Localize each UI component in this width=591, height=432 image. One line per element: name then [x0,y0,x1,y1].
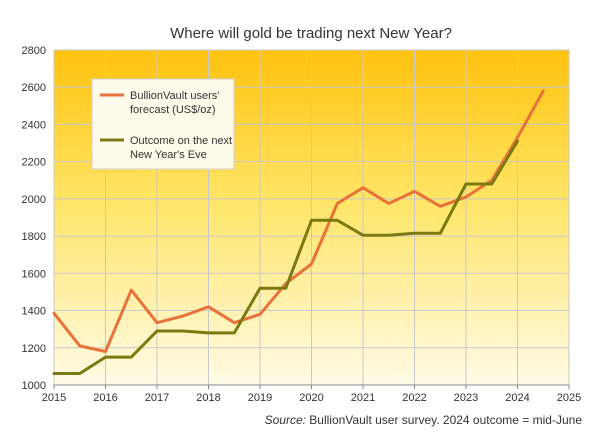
x-tick-label: 2015 [42,392,66,404]
source-text: BullionVault user survey. 2024 outcome =… [306,413,582,427]
y-axis-ticks: 1000 1200 1400 1600 1800 2000 2200 2400 2600 2800 [22,45,46,392]
y-tick-label: 2600 [22,82,46,94]
y-tick-label: 2200 [22,157,46,169]
x-tick-label: 2017 [145,392,169,404]
chart-title: Where will gold be trading next New Year… [170,25,452,42]
legend: BullionVault users' forecast (US$/oz) Ou… [91,78,235,170]
source-prefix: Source: [265,413,306,427]
series-lines [52,89,545,375]
legend-label-forecast-line2: forecast (US$/oz) [130,104,216,116]
x-tick-label: 2023 [454,392,478,404]
series-line-forecast [52,89,545,353]
x-axis-ticks: 2015 2016 2017 2018 2019 2020 2021 2022 2023 2024… [42,385,581,404]
x-tick-label: 2021 [351,392,375,404]
x-tick-label: 2024 [505,392,529,404]
x-tick-label: 2020 [299,392,323,404]
legend-label-outcome-line2: New Year's Eve [130,149,207,161]
x-tick-label: 2016 [93,392,117,404]
x-tick-label: 2025 [557,392,581,404]
y-tick-label: 2800 [22,45,46,57]
legend-label-forecast-line1: BullionVault users' [130,90,219,102]
y-tick-label: 1800 [22,231,46,243]
legend-label-outcome-line1: Outcome on the next [130,135,232,147]
y-tick-label: 1000 [22,380,46,392]
series-line-outcome [52,139,519,375]
y-tick-label: 2000 [22,194,46,206]
x-tick-label: 2019 [248,392,272,404]
y-tick-label: 1200 [22,343,46,355]
x-tick-label: 2022 [402,392,426,404]
y-tick-label: 2400 [22,119,46,131]
y-tick-label: 1600 [22,268,46,280]
source-note: Source: BullionVault user survey. 2024 o… [265,413,583,427]
y-tick-label: 1400 [22,306,46,318]
x-tick-label: 2018 [196,392,220,404]
